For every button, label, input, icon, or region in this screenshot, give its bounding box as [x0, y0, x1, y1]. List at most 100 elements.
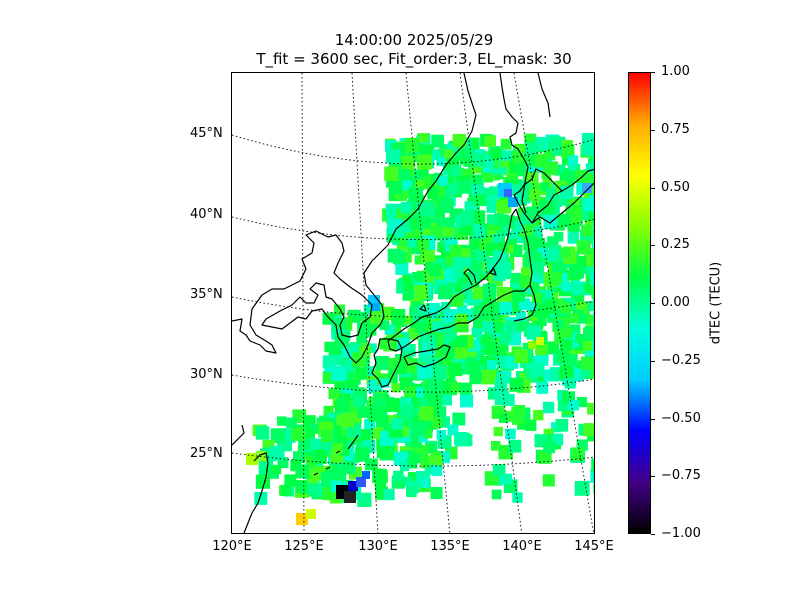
dtec-patch — [431, 134, 445, 148]
dtec-patch — [580, 356, 594, 370]
dtec-patch — [576, 240, 591, 255]
dtec-patch — [320, 429, 334, 442]
parallel-35n — [232, 296, 594, 318]
dtec-patch — [571, 360, 584, 372]
colorbar-label: dTEC (TECU) — [708, 261, 724, 345]
dtec-patch — [401, 156, 415, 170]
dtec-patch — [484, 135, 496, 147]
dtec-patch — [355, 367, 368, 380]
dtec-patch — [594, 358, 595, 370]
dtec-patch — [540, 182, 550, 192]
dtec-patch — [501, 150, 512, 161]
dtec-patch — [559, 339, 573, 353]
dtec-patch — [359, 312, 369, 321]
dtec-patch — [584, 254, 594, 267]
dtec-patch — [449, 244, 462, 257]
dtec-patch — [576, 397, 587, 408]
dtec-patch — [428, 302, 440, 315]
dtec-patch — [461, 223, 474, 236]
dtec-patch — [400, 331, 410, 342]
dtec-patch — [364, 458, 377, 471]
dtec-patch — [583, 186, 594, 201]
dtec-patch — [430, 487, 443, 499]
dtec-patch — [568, 399, 579, 411]
meridian-140e — [459, 73, 523, 533]
dtec-patch — [461, 248, 471, 258]
dtec-patch — [438, 451, 450, 464]
lat-label-35n: 35°N — [190, 287, 223, 302]
dtec-patch — [590, 273, 594, 286]
dtec-patch — [341, 461, 355, 475]
dtec-patch — [394, 227, 406, 238]
dtec-patch — [412, 312, 423, 323]
dtec-patch — [334, 469, 347, 481]
dtec-patch — [362, 471, 370, 479]
dtec-patch — [490, 316, 502, 327]
dtec-patch — [419, 478, 430, 489]
dtec-patch — [513, 405, 526, 417]
dtec-patch — [430, 225, 444, 239]
colorbar-tick-label: −0.50 — [661, 410, 701, 426]
dtec-patch — [322, 372, 334, 384]
coastline-noto — [463, 268, 477, 286]
colorbar-tick-mark — [651, 245, 655, 247]
dtec-patch — [336, 398, 350, 412]
dtec-patch — [423, 429, 433, 439]
dtec-patch — [375, 405, 387, 417]
dtec-patch — [438, 416, 450, 428]
dtec-patch — [562, 155, 572, 166]
dtec-patch — [498, 241, 508, 251]
dtec-patch — [521, 267, 532, 279]
dtec-patch — [355, 447, 370, 462]
dtec-patch — [560, 213, 571, 224]
dtec-patch — [525, 359, 535, 370]
dtec-patch — [390, 181, 403, 194]
map-panel[interactable] — [231, 72, 595, 534]
dtec-patch — [284, 474, 297, 487]
map-canvas — [232, 73, 595, 533]
dtec-patch — [314, 467, 324, 478]
dtec-patch — [585, 163, 594, 174]
dtec-patch — [526, 325, 541, 340]
dtec-patch — [407, 328, 419, 340]
dtec-patch — [286, 417, 297, 429]
dtec-patch — [487, 360, 497, 370]
dtec-patch — [421, 248, 435, 262]
dtec-patch — [559, 185, 574, 200]
dtec-patch — [458, 180, 472, 194]
dtec-patch — [517, 163, 527, 173]
dtec-patch — [424, 464, 435, 475]
dtec-patch — [425, 335, 436, 346]
dtec-patch — [534, 153, 548, 168]
dtec-patch — [500, 138, 512, 150]
dtec-patch — [426, 342, 437, 352]
dtec-patch — [583, 423, 594, 437]
dtec-patch — [413, 272, 423, 282]
dtec-patch — [546, 249, 559, 262]
dtec-patch — [461, 281, 473, 292]
dtec-patch — [311, 438, 322, 450]
dtec-patch — [504, 244, 514, 254]
dtec-patch — [560, 302, 571, 313]
dtec-patch — [536, 381, 549, 394]
dtec-patch — [498, 334, 510, 346]
dtec-patch — [511, 412, 525, 425]
dtec-patch — [290, 427, 305, 441]
dtec-patch — [590, 469, 594, 483]
dtec-patch — [523, 235, 538, 251]
dtec-patch — [508, 439, 522, 453]
dtec-patch — [436, 156, 446, 167]
dtec-patch — [394, 361, 408, 375]
dtec-patch — [404, 282, 414, 292]
dtec-patch — [575, 334, 585, 344]
dtec-patch — [420, 459, 430, 469]
dtec-patch — [415, 214, 431, 229]
dtec-patch — [542, 474, 555, 487]
dtec-patch — [582, 198, 594, 212]
dtec-patch — [429, 149, 441, 160]
dtec-patch — [404, 386, 416, 399]
dtec-patch — [570, 447, 585, 461]
colorbar-tick-label: −1.00 — [661, 526, 701, 541]
dtec-patch — [413, 284, 429, 300]
dtec-patch — [438, 316, 449, 327]
